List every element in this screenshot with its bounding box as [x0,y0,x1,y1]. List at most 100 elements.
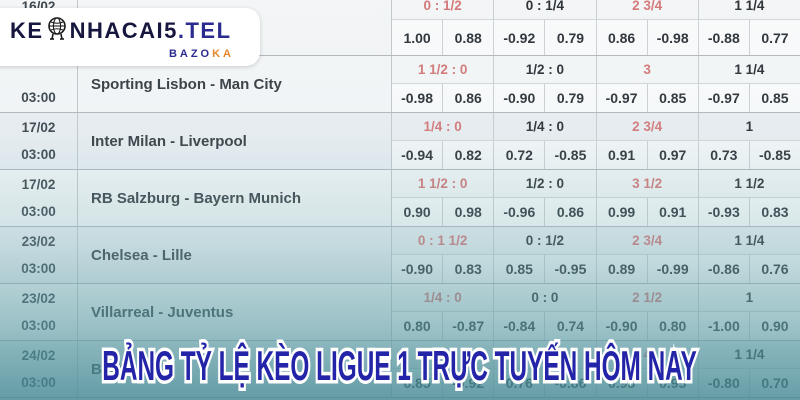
odds-value-cell[interactable]: -0.96 [494,198,546,226]
odds-value-cell[interactable]: -0.99 [647,255,699,283]
handicap-cell: 1/4 : 0 [392,284,495,311]
odds-value-cell[interactable]: -0.85 [545,141,597,169]
odds-value-cell[interactable]: 0.95 [596,369,648,397]
handicap-cell: 0 : 1 1/2 [392,227,495,254]
globe-mascot-icon [45,15,69,47]
match-name[interactable]: Villarreal - Juventus [78,284,392,340]
odds-value-cell[interactable]: 0.98 [443,198,495,226]
odds-value-cell[interactable]: -0.86 [545,369,597,397]
handicap-cell: 0 : 1/2 [392,0,495,19]
odds-cells: 1 1/2 : 0 1/2 : 0 3 1 1/4 -0.98 0.86 -0.… [392,56,800,112]
handicap-row: 1 1/2 : 0 1/2 : 0 3 1 1/4 [392,56,800,84]
odds-value-cell[interactable]: 0.73 [698,141,750,169]
logo-subtext-orange: KA [212,47,234,60]
match-row: 17/02 03:00 RB Salzburg - Bayern Munich … [0,170,800,227]
odds-value-cell[interactable]: 0.79 [545,20,597,55]
odds-cells: 0 : 1 1/2 0 : 1/2 2 3/4 1 1/4 -0.90 0.83… [392,227,800,283]
match-name[interactable]: RB Salzburg - Bayern Munich [78,170,392,226]
odds-value-cell[interactable]: -0.86 [698,255,750,283]
match-time: 03:00 [21,90,56,105]
match-row: 23/02 03:00 Chelsea - Lille 0 : 1 1/2 0 … [0,227,800,284]
odds-value-cell[interactable]: -0.98 [647,20,699,55]
handicap-cell: 1/2 : 0 [494,170,597,197]
match-name[interactable]: Chelsea - Lille [78,227,392,283]
handicap-cell: 1 1/2 [734,176,765,191]
odds-value-cell[interactable]: 1.00 [392,20,444,55]
odds-value-cell[interactable]: -0.94 [392,141,444,169]
odds-value-cell[interactable]: -0.95 [545,255,597,283]
odds-value-cell[interactable]: 0.83 [749,198,800,226]
match-date: 23/02 [21,291,56,306]
date-cell: 24/02 03:00 [0,341,78,397]
odds-value-cell[interactable]: 0.90 [749,312,800,340]
odds-value-cell[interactable]: 0.80 [392,312,444,340]
odds-value-cell[interactable]: 0.80 [647,312,699,340]
odds-value-cell[interactable]: -0.90 [494,84,546,112]
match-date: 23/02 [21,234,56,249]
odds-value-cell[interactable]: -0.92 [494,20,546,55]
match-row: 17/02 03:00 Inter Milan - Liverpool 1/4 … [0,113,800,170]
odds-value-cell[interactable]: -0.90 [392,255,444,283]
odds-value-cell[interactable]: -0.92 [443,369,495,397]
logo-subtext-navy: BAZO [168,47,213,60]
odds-value-cell[interactable]: -0.97 [698,84,750,112]
match-time: 03:00 [21,147,56,162]
odds-value-cell[interactable]: -0.93 [698,198,750,226]
odds-cells: 1/4 : 0 0 : 0 2 1/2 1 0.80 -0.87 -0.84 0… [392,284,800,340]
site-logo: KE NHACAI5 .TEL [10,15,260,47]
odds-value-cell[interactable]: 0.85 [494,255,546,283]
odds-value-cell[interactable]: 0.74 [545,312,597,340]
odds-value-cell[interactable]: 0.86 [596,20,648,55]
odds-value-cell[interactable]: 0.70 [749,369,800,397]
odds-value-cell[interactable]: -0.98 [392,84,444,112]
handicap-cell: 1 1/4 [734,0,765,13]
match-name[interactable]: Inter Milan - Liverpool [78,113,392,169]
odds-value-cell[interactable]: -0.85 [749,141,800,169]
odds-value-cell[interactable]: 0.76 [494,369,546,397]
odds-value-cell[interactable]: 0.79 [545,84,597,112]
odds-value-cell[interactable]: 0.88 [443,20,495,55]
odds-value-cell[interactable]: 0.90 [392,198,444,226]
odds-value-cell[interactable]: 0.85 [749,84,800,112]
odds-value-cell[interactable]: 0.89 [596,255,648,283]
odds-cells: 0 : 1/2 0 : 1/4 2 3/4 1 1/4 1.00 0.88 -0… [392,0,800,55]
odds-value-cell[interactable]: -0.84 [494,312,546,340]
match-name[interactable]: Benfica [78,341,392,397]
odds-value-cell[interactable]: -0.97 [596,84,648,112]
handicap-cell: 1 1/2 : 0 [392,56,495,83]
logo-text-right: NHACAI5 [69,17,178,43]
handicap-cell: 1/4 : 0 [494,113,597,140]
odds-value-cell[interactable]: 0.86 [545,198,597,226]
odds-value-cell[interactable]: 0.85 [647,84,699,112]
odds-value-cell[interactable]: -1.00 [698,312,750,340]
odds-value-cell[interactable]: 0.91 [596,141,648,169]
odds-values-row: 0.80 -0.87 -0.84 0.74 -0.90 0.80 -1.00 0… [392,312,800,340]
handicap-cell: 1/4 : 0 [392,113,495,140]
odds-value-cell[interactable]: 0.76 [749,255,800,283]
odds-value-cell[interactable]: 0.99 [596,198,648,226]
handicap-cell: 0 : 1/2 [494,227,597,254]
handicap-cell: 3 [597,56,699,83]
odds-value-cell[interactable]: 0.91 [647,198,699,226]
handicap-row: 1 1/2 : 0 1/2 : 0 3 1/2 1 1/2 [392,170,800,198]
odds-value-cell[interactable]: 0.83 [443,255,495,283]
handicap-cell: 1 [745,119,754,134]
odds-value-cell[interactable]: 0.77 [749,20,800,55]
logo-subtext: BAZOKA [10,48,260,60]
odds-value-cell[interactable]: 0.95 [647,369,699,397]
handicap-cell: 3 1/2 [597,170,699,197]
odds-value-cell[interactable]: 0.85 [392,369,444,397]
odds-value-cell[interactable]: 0.72 [494,141,546,169]
odds-cells: 4 1 1/4 0.85 -0.92 0.76 -0.86 0.95 0.95 … [392,341,800,397]
handicap-cell: 0 : 0 [494,284,597,311]
odds-value-cell[interactable]: -0.88 [698,20,750,55]
logo-card[interactable]: KE NHACAI5 .TEL BAZOKA [0,8,260,66]
odds-value-cell[interactable]: 0.86 [443,84,495,112]
odds-value-cell[interactable]: 0.97 [647,141,699,169]
odds-value-cell[interactable]: -0.80 [698,369,750,397]
odds-value-cell[interactable]: 0.82 [443,141,495,169]
odds-value-cell[interactable]: -0.90 [596,312,648,340]
odds-value-cell[interactable]: -0.87 [443,312,495,340]
handicap-cell: 0 : 1/4 [494,0,597,19]
handicap-row: 0 : 1/2 0 : 1/4 2 3/4 1 1/4 [392,0,800,20]
